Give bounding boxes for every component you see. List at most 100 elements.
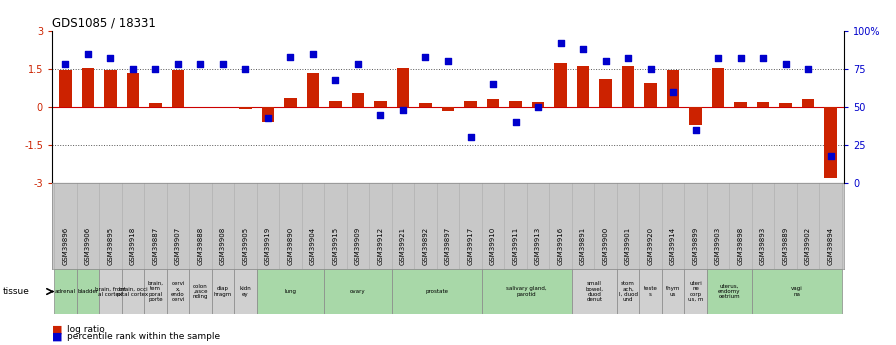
Bar bbox=[689, 107, 702, 125]
Bar bbox=[622, 67, 634, 107]
Text: GSM39910: GSM39910 bbox=[490, 227, 496, 265]
Point bbox=[688, 127, 702, 132]
Text: GSM39895: GSM39895 bbox=[108, 227, 114, 265]
Text: tissue: tissue bbox=[3, 287, 30, 296]
Point bbox=[441, 59, 455, 64]
Bar bbox=[577, 67, 590, 107]
Bar bbox=[59, 70, 72, 107]
Text: GSM39890: GSM39890 bbox=[288, 227, 294, 265]
Text: GSM39911: GSM39911 bbox=[513, 227, 519, 265]
Point bbox=[463, 135, 478, 140]
Text: GSM39889: GSM39889 bbox=[782, 227, 788, 265]
Point bbox=[171, 62, 185, 67]
Bar bbox=[532, 102, 544, 107]
Text: GSM39915: GSM39915 bbox=[332, 227, 339, 265]
Bar bbox=[262, 107, 274, 122]
Bar bbox=[330, 101, 341, 107]
Text: GSM39891: GSM39891 bbox=[580, 227, 586, 265]
Text: prostate: prostate bbox=[426, 289, 448, 294]
Point bbox=[418, 54, 433, 60]
Bar bbox=[167, 269, 189, 314]
Text: GSM39894: GSM39894 bbox=[828, 227, 833, 265]
Text: cervi
x,
endo
cervi: cervi x, endo cervi bbox=[171, 281, 185, 302]
Text: ■: ■ bbox=[52, 325, 63, 334]
Point bbox=[149, 66, 163, 72]
Text: GSM39903: GSM39903 bbox=[715, 227, 721, 265]
Text: thym
us: thym us bbox=[666, 286, 680, 297]
Text: GSM39906: GSM39906 bbox=[85, 227, 91, 265]
Point bbox=[823, 153, 838, 158]
Point bbox=[216, 62, 230, 67]
Bar bbox=[509, 101, 521, 107]
Text: adrenal: adrenal bbox=[55, 289, 76, 294]
Bar bbox=[419, 103, 432, 107]
Text: GSM39893: GSM39893 bbox=[760, 227, 766, 265]
Bar bbox=[234, 269, 257, 314]
Text: lung: lung bbox=[285, 289, 297, 294]
Text: GSM39919: GSM39919 bbox=[265, 227, 271, 265]
Point bbox=[81, 51, 95, 57]
Bar bbox=[284, 98, 297, 107]
Point bbox=[599, 59, 613, 64]
Text: log ratio: log ratio bbox=[67, 325, 105, 334]
Text: colon
,asce
nding: colon ,asce nding bbox=[193, 284, 208, 299]
Bar bbox=[77, 269, 99, 314]
Bar bbox=[442, 107, 454, 111]
Bar bbox=[735, 102, 746, 107]
Text: GSM39898: GSM39898 bbox=[737, 227, 744, 265]
Bar bbox=[662, 269, 685, 314]
Point bbox=[194, 62, 208, 67]
Bar bbox=[572, 269, 616, 314]
Bar bbox=[150, 103, 161, 107]
Text: stom
ach,
I, duod
und: stom ach, I, duod und bbox=[618, 281, 638, 302]
Bar bbox=[104, 70, 116, 107]
Point bbox=[103, 56, 117, 61]
Bar bbox=[752, 269, 841, 314]
Bar bbox=[172, 70, 185, 107]
Point bbox=[396, 107, 410, 113]
Text: GSM39888: GSM39888 bbox=[197, 227, 203, 265]
Point bbox=[643, 66, 658, 72]
Point bbox=[756, 56, 771, 61]
Text: kidn
ey: kidn ey bbox=[239, 286, 252, 297]
Text: GSM39900: GSM39900 bbox=[602, 227, 608, 265]
Text: uterus,
endomy
oetrium: uterus, endomy oetrium bbox=[718, 284, 740, 299]
Bar bbox=[189, 269, 211, 314]
Bar bbox=[711, 68, 724, 107]
Text: GSM39909: GSM39909 bbox=[355, 227, 361, 265]
Bar bbox=[55, 269, 77, 314]
Text: GSM39921: GSM39921 bbox=[400, 227, 406, 265]
Text: GSM39908: GSM39908 bbox=[220, 227, 226, 265]
Bar bbox=[599, 79, 612, 107]
Bar bbox=[375, 101, 387, 107]
Text: GSM39907: GSM39907 bbox=[175, 227, 181, 265]
Bar bbox=[802, 99, 814, 107]
Point bbox=[351, 62, 366, 67]
Text: GSM39913: GSM39913 bbox=[535, 227, 541, 265]
Bar bbox=[685, 269, 707, 314]
Text: GSM39899: GSM39899 bbox=[693, 227, 699, 265]
Text: GSM39887: GSM39887 bbox=[152, 227, 159, 265]
Point bbox=[621, 56, 635, 61]
Text: GSM39918: GSM39918 bbox=[130, 227, 136, 265]
Bar bbox=[667, 70, 679, 107]
Bar bbox=[644, 83, 657, 107]
Point bbox=[779, 62, 793, 67]
Bar bbox=[487, 99, 499, 107]
Bar bbox=[306, 73, 319, 107]
Text: GSM39896: GSM39896 bbox=[63, 227, 68, 265]
Text: bladder: bladder bbox=[77, 289, 99, 294]
Point bbox=[486, 81, 500, 87]
Text: small
bowel,
duod
denut: small bowel, duod denut bbox=[585, 281, 603, 302]
Bar bbox=[144, 269, 167, 314]
Bar bbox=[324, 269, 392, 314]
Bar bbox=[257, 269, 324, 314]
Text: GDS1085 / 18331: GDS1085 / 18331 bbox=[52, 17, 156, 30]
Text: brain,
tem
poral
porte: brain, tem poral porte bbox=[148, 281, 163, 302]
Text: brain, occi
pital cortex: brain, occi pital cortex bbox=[117, 286, 149, 297]
Point bbox=[733, 56, 747, 61]
Bar bbox=[780, 103, 792, 107]
Point bbox=[374, 112, 388, 117]
Point bbox=[328, 77, 342, 82]
Point bbox=[306, 51, 320, 57]
